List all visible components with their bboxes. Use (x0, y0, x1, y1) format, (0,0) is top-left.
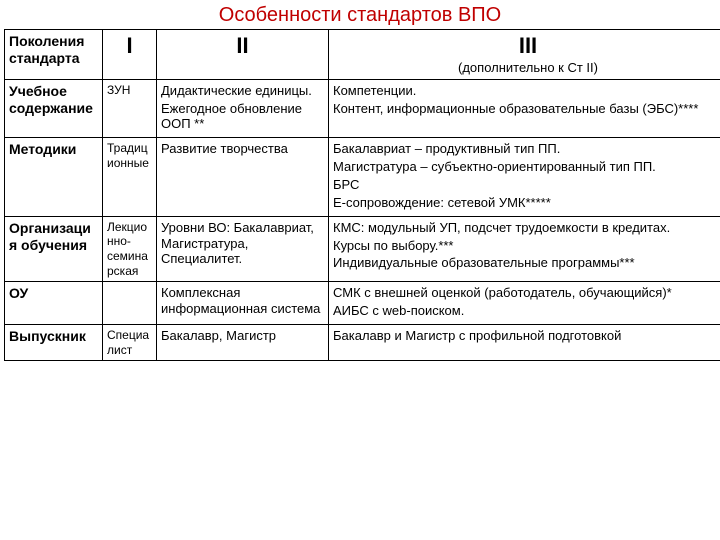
gen-3-label: III (333, 33, 720, 60)
standards-table: Поколения стандарта I II III (дополнител… (4, 29, 720, 361)
table-row: ОУ Комплексная информационная система СМ… (5, 282, 720, 325)
row-label: Организация обучения (5, 216, 103, 282)
cell: Традиционные (103, 138, 157, 216)
row-label: Учебное содержание (5, 79, 103, 138)
cell: Бакалавр, Магистр (157, 324, 329, 360)
gen-3-sublabel: (дополнительно к Ст II) (333, 60, 720, 76)
row-label: Методики (5, 138, 103, 216)
cell: Бакалавр и Магистр с профильной подготов… (329, 324, 720, 360)
cell: Уровни ВО: Бакалавриат, Магистратура, Сп… (157, 216, 329, 282)
cell: Развитие творчества (157, 138, 329, 216)
table-row: Методики Традиционные Развитие творчеств… (5, 138, 720, 216)
cell: Лекционно-семинарская (103, 216, 157, 282)
header-rowlabel: Поколения стандарта (5, 30, 103, 80)
cell: Комплексная информационная система (157, 282, 329, 325)
gen-2-label: II (161, 33, 324, 60)
cell: ЗУН (103, 79, 157, 138)
table-row: Выпускник Специалист Бакалавр, Магистр Б… (5, 324, 720, 360)
row-label: Выпускник (5, 324, 103, 360)
cell: СМК с внешней оценкой (работодатель, обу… (329, 282, 720, 325)
cell: Бакалавриат – продуктивный тип ПП.Магист… (329, 138, 720, 216)
table-row: Организация обучения Лекционно-семинарск… (5, 216, 720, 282)
header-col-1: I (103, 30, 157, 80)
cell (103, 282, 157, 325)
header-col-3: III (дополнительно к Ст II) (329, 30, 720, 80)
gen-1-label: I (107, 33, 152, 60)
cell: КМС: модульный УП, подсчет трудоемкости … (329, 216, 720, 282)
cell: Дидактические единицы.Ежегодное обновлен… (157, 79, 329, 138)
row-label: ОУ (5, 282, 103, 325)
page-title: Особенности стандартов ВПО (0, 0, 720, 29)
cell: Компетенции.Контент, информационные обра… (329, 79, 720, 138)
table-row: Учебное содержание ЗУН Дидактические еди… (5, 79, 720, 138)
header-col-2: II (157, 30, 329, 80)
cell: Специалист (103, 324, 157, 360)
table-header-row: Поколения стандарта I II III (дополнител… (5, 30, 720, 80)
